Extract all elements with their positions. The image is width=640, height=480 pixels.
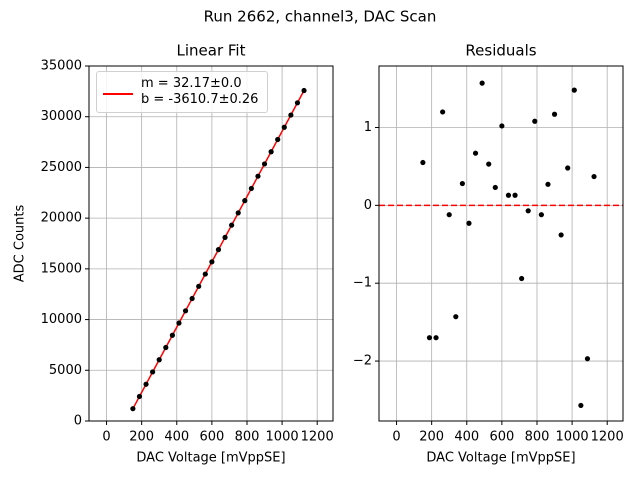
data-point: [150, 369, 156, 375]
data-point: [275, 136, 281, 143]
y-tick-label: 30000: [41, 109, 82, 124]
data-point: [209, 259, 215, 265]
data-point: [196, 283, 202, 289]
data-point: [479, 80, 485, 86]
data-point: [143, 381, 149, 387]
data-point: [202, 271, 208, 277]
data-point: [512, 192, 518, 198]
data-point: [163, 344, 169, 351]
y-tick-label: 0: [364, 198, 372, 213]
legend-swatch: [103, 93, 133, 95]
x-tick-label: 0: [392, 430, 400, 445]
plot-frame: [378, 65, 624, 422]
x-tick-label: 1200: [301, 430, 334, 445]
data-point: [222, 234, 228, 240]
y-tick-label: 0: [74, 414, 82, 429]
data-point: [571, 87, 577, 93]
data-point: [169, 332, 175, 338]
figure-title: Run 2662, channel3, DAC Scan: [204, 8, 437, 26]
data-point: [446, 212, 452, 218]
data-point: [288, 112, 294, 118]
x-tick-label: 800: [525, 430, 550, 445]
data-point: [176, 320, 182, 326]
x-tick-label: 1000: [556, 430, 589, 445]
data-point: [235, 210, 241, 216]
data-point: [519, 275, 525, 282]
y-axis-label: ADC Counts: [13, 205, 28, 283]
data-point: [472, 150, 479, 156]
data-point: [242, 198, 248, 204]
x-tick-label: 200: [419, 430, 444, 445]
y-tick-label: −2: [353, 354, 372, 369]
x-tick-label: 200: [129, 430, 154, 445]
data-point: [433, 335, 439, 341]
x-tick-label: 600: [489, 430, 514, 445]
data-point: [525, 208, 531, 214]
data-point: [130, 406, 136, 412]
data-point: [538, 212, 544, 218]
data-point: [261, 161, 268, 167]
data-point: [532, 118, 538, 124]
data-point: [215, 247, 222, 253]
legend-label: m = 32.17±0.0 b = -3610.7±0.26: [141, 76, 259, 107]
x-tick-label: 1200: [591, 430, 624, 445]
y-tick-label: 15000: [41, 261, 82, 276]
data-point: [486, 161, 492, 167]
legend: m = 32.17±0.0 b = -3610.7±0.26: [96, 71, 268, 113]
data-point: [255, 173, 261, 179]
plot-frame: [88, 65, 334, 422]
data-point: [248, 185, 254, 192]
data-point: [578, 402, 584, 409]
data-point: [294, 100, 301, 106]
data-point: [182, 308, 189, 314]
x-tick-label: 400: [164, 430, 189, 445]
data-point: [499, 123, 505, 129]
data-point: [136, 393, 143, 400]
data-point: [189, 295, 195, 302]
x-axis-label: DAC Voltage [mVppSE]: [136, 451, 285, 466]
x-tick-label: 600: [199, 430, 224, 445]
data-point: [584, 356, 591, 362]
data-point: [420, 159, 426, 166]
data-point: [453, 314, 459, 320]
data-point: [281, 124, 287, 130]
x-tick-label: 800: [235, 430, 260, 445]
data-point: [505, 192, 512, 198]
y-tick-label: −1: [353, 276, 372, 291]
x-tick-label: 400: [454, 430, 479, 445]
data-point: [440, 109, 446, 115]
data-point: [459, 180, 465, 187]
data-point: [492, 184, 498, 191]
y-tick-label: 25000: [41, 160, 82, 175]
chart-title: Residuals: [465, 42, 536, 60]
chart-title: Linear Fit: [177, 42, 246, 60]
data-point: [551, 111, 558, 117]
x-axis-label: DAC Voltage [mVppSE]: [426, 451, 575, 466]
data-point: [591, 173, 597, 180]
y-tick-label: 5000: [49, 363, 82, 378]
y-tick-label: 35000: [41, 59, 82, 74]
data-point: [268, 149, 274, 155]
data-point: [426, 335, 433, 341]
x-tick-label: 1000: [266, 430, 299, 445]
data-point: [558, 232, 564, 238]
data-point: [545, 181, 551, 187]
data-point: [156, 357, 162, 363]
data-point: [301, 87, 307, 94]
y-tick-label: 20000: [41, 211, 82, 226]
data-point: [229, 222, 235, 228]
y-tick-label: 10000: [41, 312, 82, 327]
data-point: [466, 220, 472, 226]
x-tick-label: 0: [102, 430, 110, 445]
y-tick-label: 1: [364, 120, 372, 135]
data-point: [565, 165, 571, 171]
